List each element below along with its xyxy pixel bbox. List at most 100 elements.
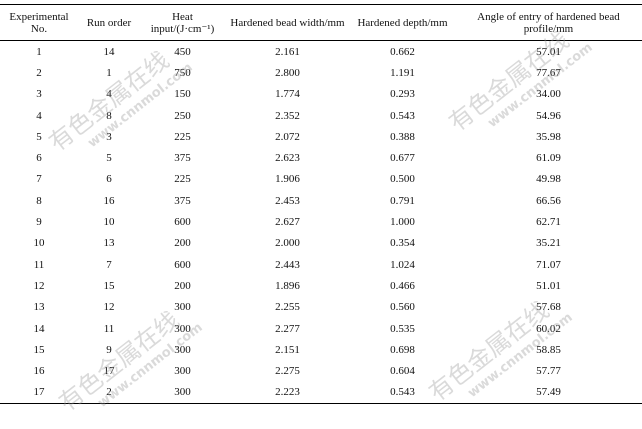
table-cell: 2.000	[275, 237, 300, 250]
table-cell: 60.02	[536, 322, 561, 335]
table-cell: 1.000	[390, 216, 415, 229]
table-cell: 0.293	[390, 88, 415, 101]
table-cell: 8	[106, 109, 112, 122]
table-cell: 3	[36, 88, 42, 101]
table-cell: 0.543	[350, 381, 455, 405]
table-cell: 0.543	[390, 109, 415, 122]
table-cell: 2.161	[275, 45, 300, 58]
table-cell: 150	[174, 88, 191, 101]
table-cell: 750	[174, 66, 191, 79]
table-cell: 3	[106, 130, 112, 143]
table-cell: 2.072	[275, 130, 300, 143]
table-row: 1 14 450 2.161 0.662 57.01	[0, 41, 642, 63]
table-cell: 2.275	[275, 365, 300, 378]
table-row: 3 4 150 1.774 0.293 34.00	[0, 84, 642, 105]
table-cell: 2.800	[275, 66, 300, 79]
table-cell: 0.791	[390, 194, 415, 207]
table-cell: 62.71	[536, 216, 561, 229]
table-cell: 2.443	[275, 258, 300, 271]
table-cell: 0.604	[390, 365, 415, 378]
table-row: 5 3 225 2.072 0.388 35.98	[0, 126, 642, 147]
table-cell: 10	[33, 237, 45, 250]
table-cell: 0.698	[390, 343, 415, 356]
table-cell: 2	[78, 381, 140, 405]
table-cell: 57.49	[455, 381, 642, 405]
table-cell: 17	[0, 381, 78, 405]
table-cell: 0.466	[390, 279, 415, 292]
table-cell: 250	[174, 109, 191, 122]
table-cell: 1.906	[275, 173, 300, 186]
table-cell: 5	[106, 152, 112, 165]
table-cell: 11	[103, 322, 115, 335]
table-cell: 0.560	[390, 301, 415, 314]
table-cell: 0.677	[390, 152, 415, 165]
table-cell: 49.98	[536, 173, 561, 186]
table-cell: 300	[174, 365, 191, 378]
table-cell: 1.774	[275, 88, 300, 101]
table-cell: 54.96	[536, 109, 561, 122]
table-cell: 6	[36, 152, 42, 165]
table-cell: 2.627	[275, 216, 300, 229]
table-cell: 66.56	[536, 194, 561, 207]
table-row: 11 7 600 2.443 1.024 71.07	[0, 254, 642, 275]
header-cell: Angle of entry of hardened bead profile/…	[455, 4, 642, 41]
table-cell: 58.85	[536, 343, 561, 356]
table-cell: 600	[174, 216, 191, 229]
table-row: 13 12 300 2.255 0.560 57.68	[0, 297, 642, 318]
table-cell: 12	[33, 279, 45, 292]
table-cell: 77.67	[536, 66, 561, 79]
table-cell: 35.21	[536, 237, 561, 250]
table-cell: 600	[174, 258, 191, 271]
table-cell: 5	[36, 130, 42, 143]
table-cell: 7	[106, 258, 112, 271]
table-cell: 13	[33, 301, 45, 314]
table-cell: 13	[103, 237, 115, 250]
table-row: 7 6 225 1.906 0.500 49.98	[0, 169, 642, 190]
header-cell: Hardened bead width/mm	[225, 4, 350, 41]
table-cell: 61.09	[536, 152, 561, 165]
table-row: 16 17 300 2.275 0.604 57.77	[0, 360, 642, 381]
table-cell: 1.024	[390, 258, 415, 271]
table-cell: 2.277	[275, 322, 300, 335]
table-row: 2 1 750 2.800 1.191 77.67	[0, 62, 642, 83]
table-cell: 57.77	[536, 365, 561, 378]
table-cell: 1	[106, 66, 112, 79]
table-cell: 300	[140, 381, 225, 405]
header-row: Experimental No. Run order Heat input/(J·c…	[0, 4, 642, 41]
table-cell: 8	[36, 194, 42, 207]
table-cell: 300	[174, 322, 191, 335]
table-row: 6 5 375 2.623 0.677 61.09	[0, 147, 642, 168]
table-row: 17 2 300 2.223 0.543 57.49	[0, 381, 642, 405]
table-cell: 0.662	[390, 45, 415, 58]
table-cell: 4	[106, 88, 112, 101]
table-cell: 200	[174, 237, 191, 250]
data-table: Experimental No. Run order Heat input/(J·c…	[0, 4, 642, 405]
table-cell: 15	[33, 343, 45, 356]
table-cell: 34.00	[536, 88, 561, 101]
table-cell: 1.896	[275, 279, 300, 292]
table-header: Experimental No. Run order Heat input/(J·c…	[0, 4, 642, 41]
table-row: 14 11 300 2.277 0.535 60.02	[0, 318, 642, 339]
table-cell: 9	[36, 216, 42, 229]
table-cell: 375	[174, 152, 191, 165]
table-cell: 0.354	[390, 237, 415, 250]
header-cell: Hardened depth/mm	[350, 4, 455, 41]
table-cell: 35.98	[536, 130, 561, 143]
table-cell: 15	[103, 279, 115, 292]
table-cell: 225	[174, 173, 191, 186]
table-cell: 57.01	[536, 45, 561, 58]
table-cell: 14	[33, 322, 45, 335]
table-cell: 51.01	[536, 279, 561, 292]
table-cell: 11	[33, 258, 45, 271]
table-cell: 300	[174, 301, 191, 314]
table-cell: 375	[174, 194, 191, 207]
table-row: 10 13 200 2.000 0.354 35.21	[0, 233, 642, 254]
table-cell: 12	[103, 301, 115, 314]
table-cell: 17	[103, 365, 115, 378]
table-cell: 16	[103, 194, 115, 207]
table-cell: 2.223	[225, 381, 350, 405]
table-cell: 2.453	[275, 194, 300, 207]
table-row: 15 9 300 2.151 0.698 58.85	[0, 339, 642, 360]
table-cell: 2	[36, 66, 42, 79]
header-cell: Run order	[78, 4, 140, 41]
